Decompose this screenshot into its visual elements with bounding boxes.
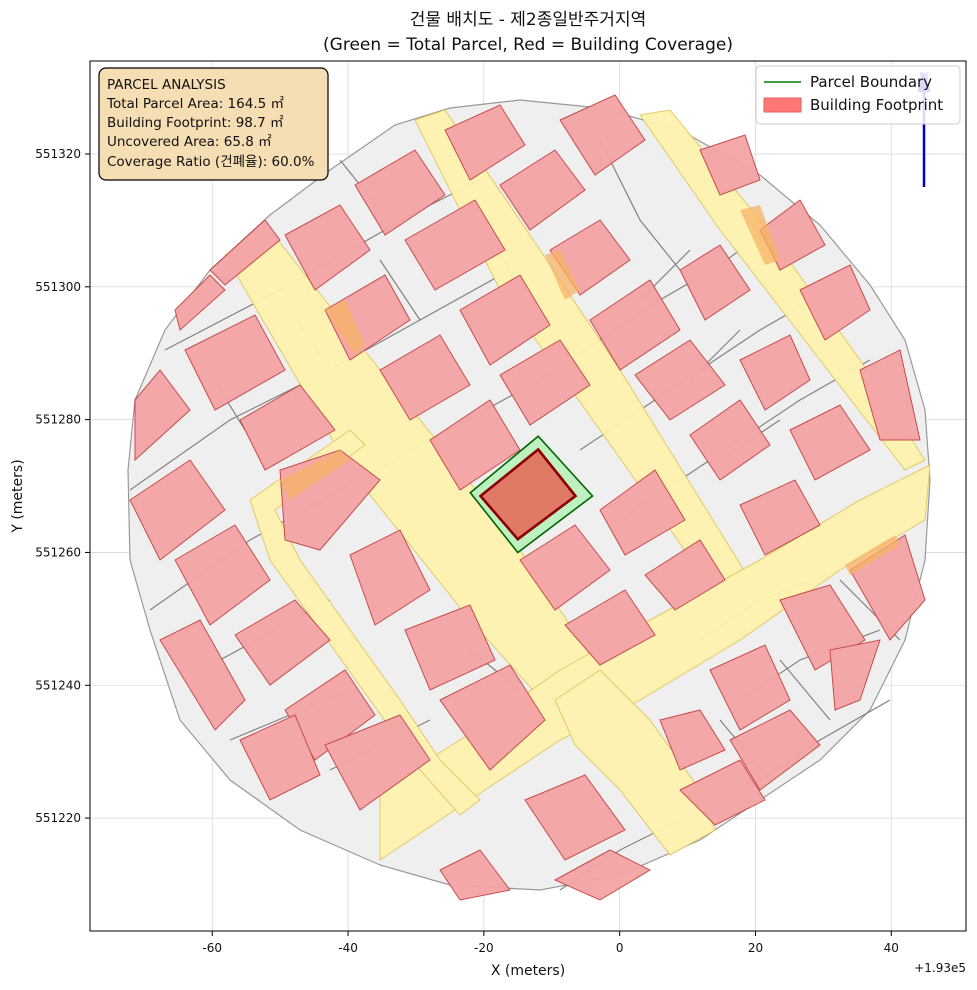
building [129,459,226,561]
building [404,604,496,691]
x-tick-label: -60 [202,941,222,955]
overlap-highlights [280,205,900,575]
x-tick-label: -40 [338,941,358,955]
y-axis-label: Y (meters) [10,459,26,533]
building [519,524,611,611]
building [499,339,591,426]
building [859,349,921,441]
legend-building-label: Building Footprint [810,96,943,114]
building [739,334,811,411]
y-tick-label: 551300 [35,280,81,294]
building [689,399,771,481]
building [439,849,511,901]
building [559,94,646,176]
building [174,524,271,626]
y-tick-label: 551260 [35,545,81,559]
building [799,264,871,341]
building [444,104,526,181]
road-vertical-lower [554,669,716,856]
legend-building-swatch [763,97,802,113]
building [634,339,726,421]
building [829,639,881,711]
building [234,599,331,686]
building [644,539,726,611]
building [284,204,371,291]
building [184,314,286,411]
building [789,404,871,481]
info-line-total-area: Total Parcel Area: 164.5 ㎡ [106,96,284,112]
building [679,759,766,826]
building [729,709,821,791]
building [459,274,551,366]
building [209,219,281,286]
building [239,714,321,801]
x-axis-label: X (meters) [491,963,565,979]
building [564,589,656,666]
map-content [127,94,931,901]
building [349,529,431,626]
building [174,274,226,331]
legend: Parcel Boundary Building Footprint [755,65,961,125]
plot-frame [89,60,967,932]
info-line-building-footprint: Building Footprint: 98.7 ㎡ [107,115,284,131]
x-axis-ticks: -60 -40 -20 0 20 40 [202,931,899,955]
y-tick-label: 551240 [35,678,81,692]
y-tick-label: 551320 [35,147,81,161]
road-diagonal-right [639,109,926,471]
building [134,369,191,462]
building [659,709,726,771]
building [589,279,681,371]
building [599,469,686,556]
building [699,134,761,196]
roads [224,109,931,861]
building [429,399,521,491]
building [499,149,586,231]
building [404,199,506,291]
building [239,384,336,471]
building [709,644,791,731]
map-title-line1: 건물 배치도 - 제2종일반주거지역 [410,10,646,30]
building [553,849,652,901]
legend-parcel-label: Parcel Boundary [810,73,932,91]
y-axis-ticks: 551220 551240 551260 551280 551300 551320 [35,147,90,825]
x-tick-label: -20 [474,941,494,955]
building [379,334,471,421]
x-tick-label: 0 [616,941,624,955]
building [354,149,446,236]
info-line-title: PARCEL ANALYSIS [107,77,226,93]
building [679,244,751,321]
building [524,774,626,861]
info-box: PARCEL ANALYSIS Total Parcel Area: 164.5… [98,67,329,181]
target-building[interactable] [478,447,578,541]
x-axis-offset-label: +1.93e5 [914,961,966,975]
info-line-coverage-ratio: Coverage Ratio (건폐율): 60.0% [107,154,315,170]
map-title-line2: (Green = Total Parcel, Red = Building Co… [323,35,733,55]
building [739,479,821,556]
info-line-uncovered-area: Uncovered Area: 65.8 ㎡ [107,134,272,150]
y-tick-label: 551220 [35,811,81,825]
legend-frame [755,65,961,125]
building [439,664,546,771]
x-tick-label: 20 [748,941,763,955]
info-box-frame [98,67,329,181]
y-tick-label: 551280 [35,413,81,427]
building [159,619,246,731]
x-tick-label: 40 [884,941,899,955]
building [324,714,431,811]
